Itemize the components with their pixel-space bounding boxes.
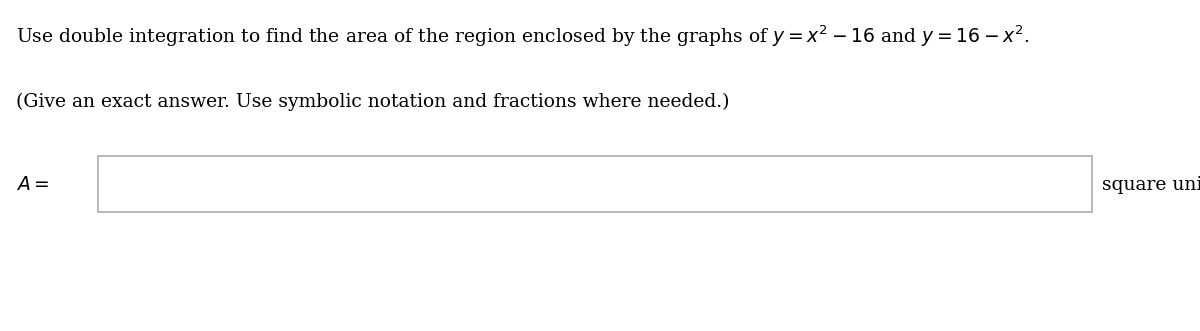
Text: $A =$: $A =$ bbox=[16, 176, 54, 194]
Text: Use double integration to find the area of the region enclosed by the graphs of : Use double integration to find the area … bbox=[16, 23, 1030, 49]
Text: (Give an exact answer. Use symbolic notation and fractions where needed.): (Give an exact answer. Use symbolic nota… bbox=[16, 93, 730, 111]
Text: square units: square units bbox=[1102, 176, 1200, 194]
FancyBboxPatch shape bbox=[98, 156, 1092, 212]
